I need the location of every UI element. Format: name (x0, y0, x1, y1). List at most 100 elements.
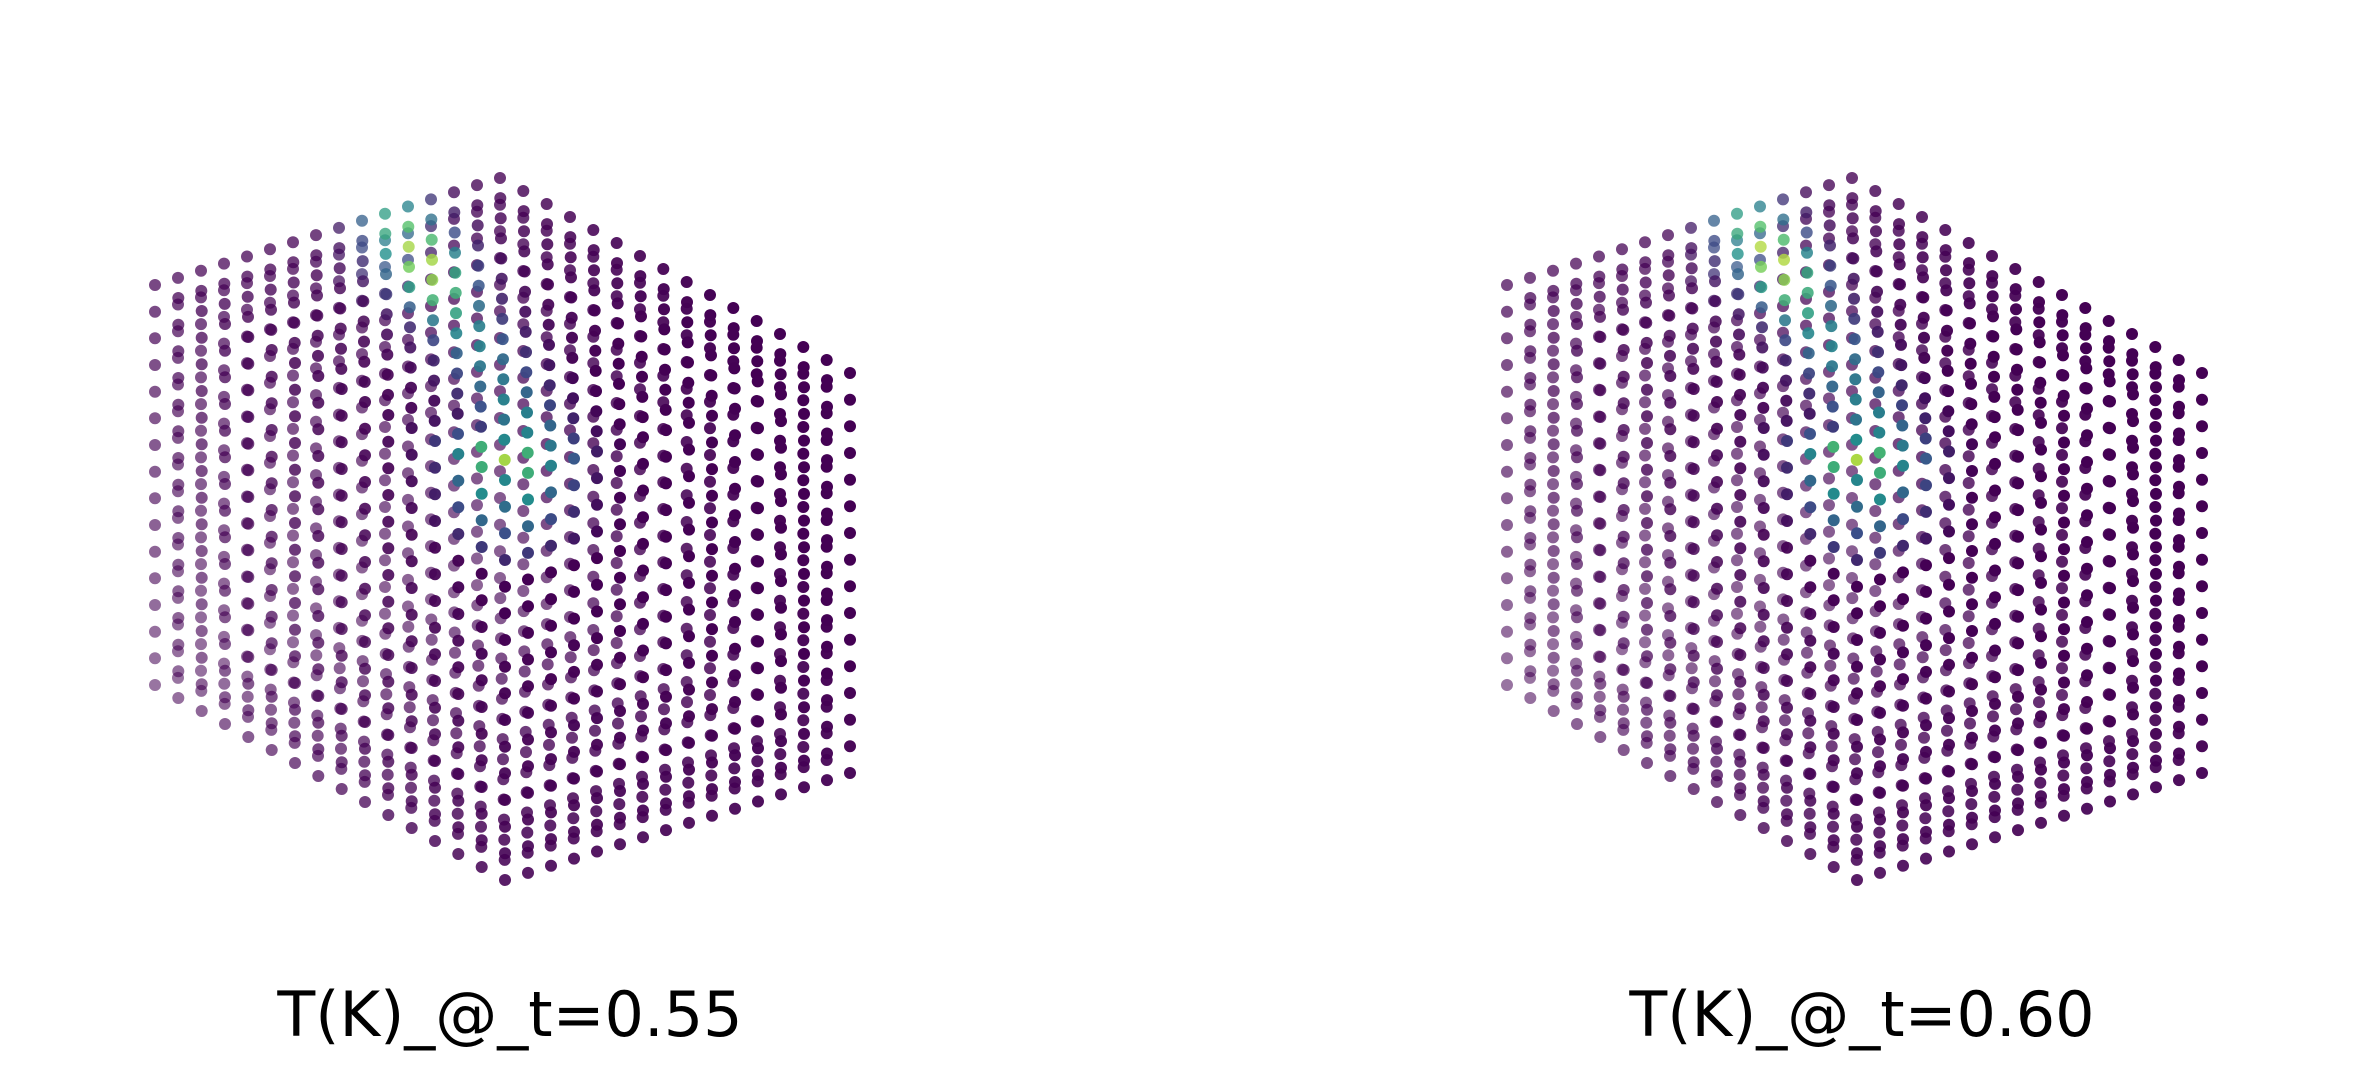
scatter-point (381, 368, 394, 381)
scatter-point (2196, 713, 2208, 726)
scatter-point (612, 357, 625, 370)
scatter-point (402, 620, 415, 633)
scatter-point (521, 406, 533, 419)
scatter-point (1593, 290, 1606, 303)
scatter-point (1640, 296, 1652, 309)
scatter-point (614, 465, 626, 477)
scatter-point (1824, 239, 1836, 252)
scatter-point (2056, 422, 2068, 435)
scatter-point (335, 596, 348, 609)
scatter-point (798, 781, 810, 794)
scatter-point (1963, 257, 1975, 270)
scatter-point (567, 412, 580, 425)
scatter-point (1547, 678, 1560, 691)
scatter-point (475, 440, 488, 453)
scatter-point (288, 336, 301, 349)
scatter-point (545, 726, 557, 739)
scatter-point (2104, 502, 2116, 515)
scatter-point (242, 544, 255, 557)
scatter-point (568, 852, 580, 865)
scatter-point (379, 501, 391, 513)
scatter-point (1639, 422, 1651, 435)
scatter-point (289, 757, 301, 769)
scatter-point (1941, 324, 1953, 337)
scatter-point (1708, 255, 1721, 268)
scatter-point (2012, 504, 2024, 517)
scatter-point (1988, 370, 2000, 383)
scatter-point (494, 192, 507, 205)
scatter-point (1851, 874, 1863, 886)
scatter-point (1593, 690, 1606, 703)
scatter-point (1987, 330, 2000, 343)
scatter-point (2056, 289, 2068, 301)
scatter-point (1710, 355, 1723, 368)
scatter-point (1965, 377, 1977, 390)
scatter-point (591, 445, 603, 458)
scatter-point (1826, 380, 1839, 393)
scatter-point (2058, 543, 2070, 556)
scatter-point (729, 482, 741, 495)
scatter-point (379, 554, 391, 567)
scatter-point (1617, 744, 1630, 756)
scatter-point (797, 661, 810, 673)
scatter-point (1777, 213, 1790, 226)
scatter-point (659, 403, 672, 416)
scatter-point (522, 786, 534, 799)
scatter-point (545, 753, 557, 766)
scatter-point (1616, 283, 1629, 296)
scatter-point (425, 193, 437, 206)
scatter-point (545, 593, 557, 606)
scatter-point (1917, 271, 1929, 284)
scatter-point (2012, 424, 2024, 437)
scatter-point (729, 776, 741, 788)
scatter-point (2035, 656, 2047, 669)
scatter-point (1943, 845, 1955, 858)
scatter-point (405, 715, 418, 728)
scatter-point (1617, 397, 1630, 410)
scatter-point (704, 329, 717, 342)
scatter-point (1547, 305, 1560, 317)
scatter-point (1847, 272, 1860, 285)
scatter-point (751, 355, 764, 368)
scatter-point (752, 448, 764, 461)
scatter-point (448, 226, 461, 239)
scatter-point (1826, 400, 1839, 413)
scatter-point (1897, 486, 1909, 499)
scatter-point (1524, 505, 1537, 518)
scatter-point (821, 747, 833, 760)
scatter-point (312, 663, 325, 676)
scatter-point (195, 264, 207, 277)
scatter-point (1641, 383, 1653, 396)
scatter-point (1664, 716, 1677, 729)
scatter-point (1800, 186, 1812, 199)
scatter-point (775, 575, 787, 588)
scatter-point (1849, 753, 1861, 766)
scatter-point (1711, 662, 1723, 675)
scatter-point (195, 518, 208, 531)
scatter-point (287, 582, 299, 595)
scatter-point (1547, 518, 1560, 531)
scatter-point (1547, 478, 1559, 491)
scatter-point (2173, 534, 2185, 547)
scatter-point (1687, 569, 1700, 582)
scatter-point (775, 708, 787, 721)
scatter-point (1874, 840, 1886, 853)
scatter-point (2058, 729, 2070, 742)
scatter-point (1616, 243, 1628, 256)
scatter-point (219, 718, 231, 730)
scatter-point (517, 185, 530, 197)
scatter-point (2012, 690, 2024, 703)
scatter-point (195, 451, 207, 464)
scatter-point (1962, 450, 1975, 463)
scatter-point (1687, 516, 1700, 529)
scatter-point (704, 582, 716, 595)
scatter-point (634, 250, 646, 262)
scatter-point (242, 677, 255, 690)
scatter-point (1801, 246, 1813, 259)
scatter-point (1896, 419, 1909, 432)
scatter-point (2150, 754, 2162, 767)
scatter-point (473, 740, 486, 753)
scatter-point (545, 619, 557, 632)
scatter-point (172, 585, 185, 598)
scatter-point (2009, 283, 2022, 296)
